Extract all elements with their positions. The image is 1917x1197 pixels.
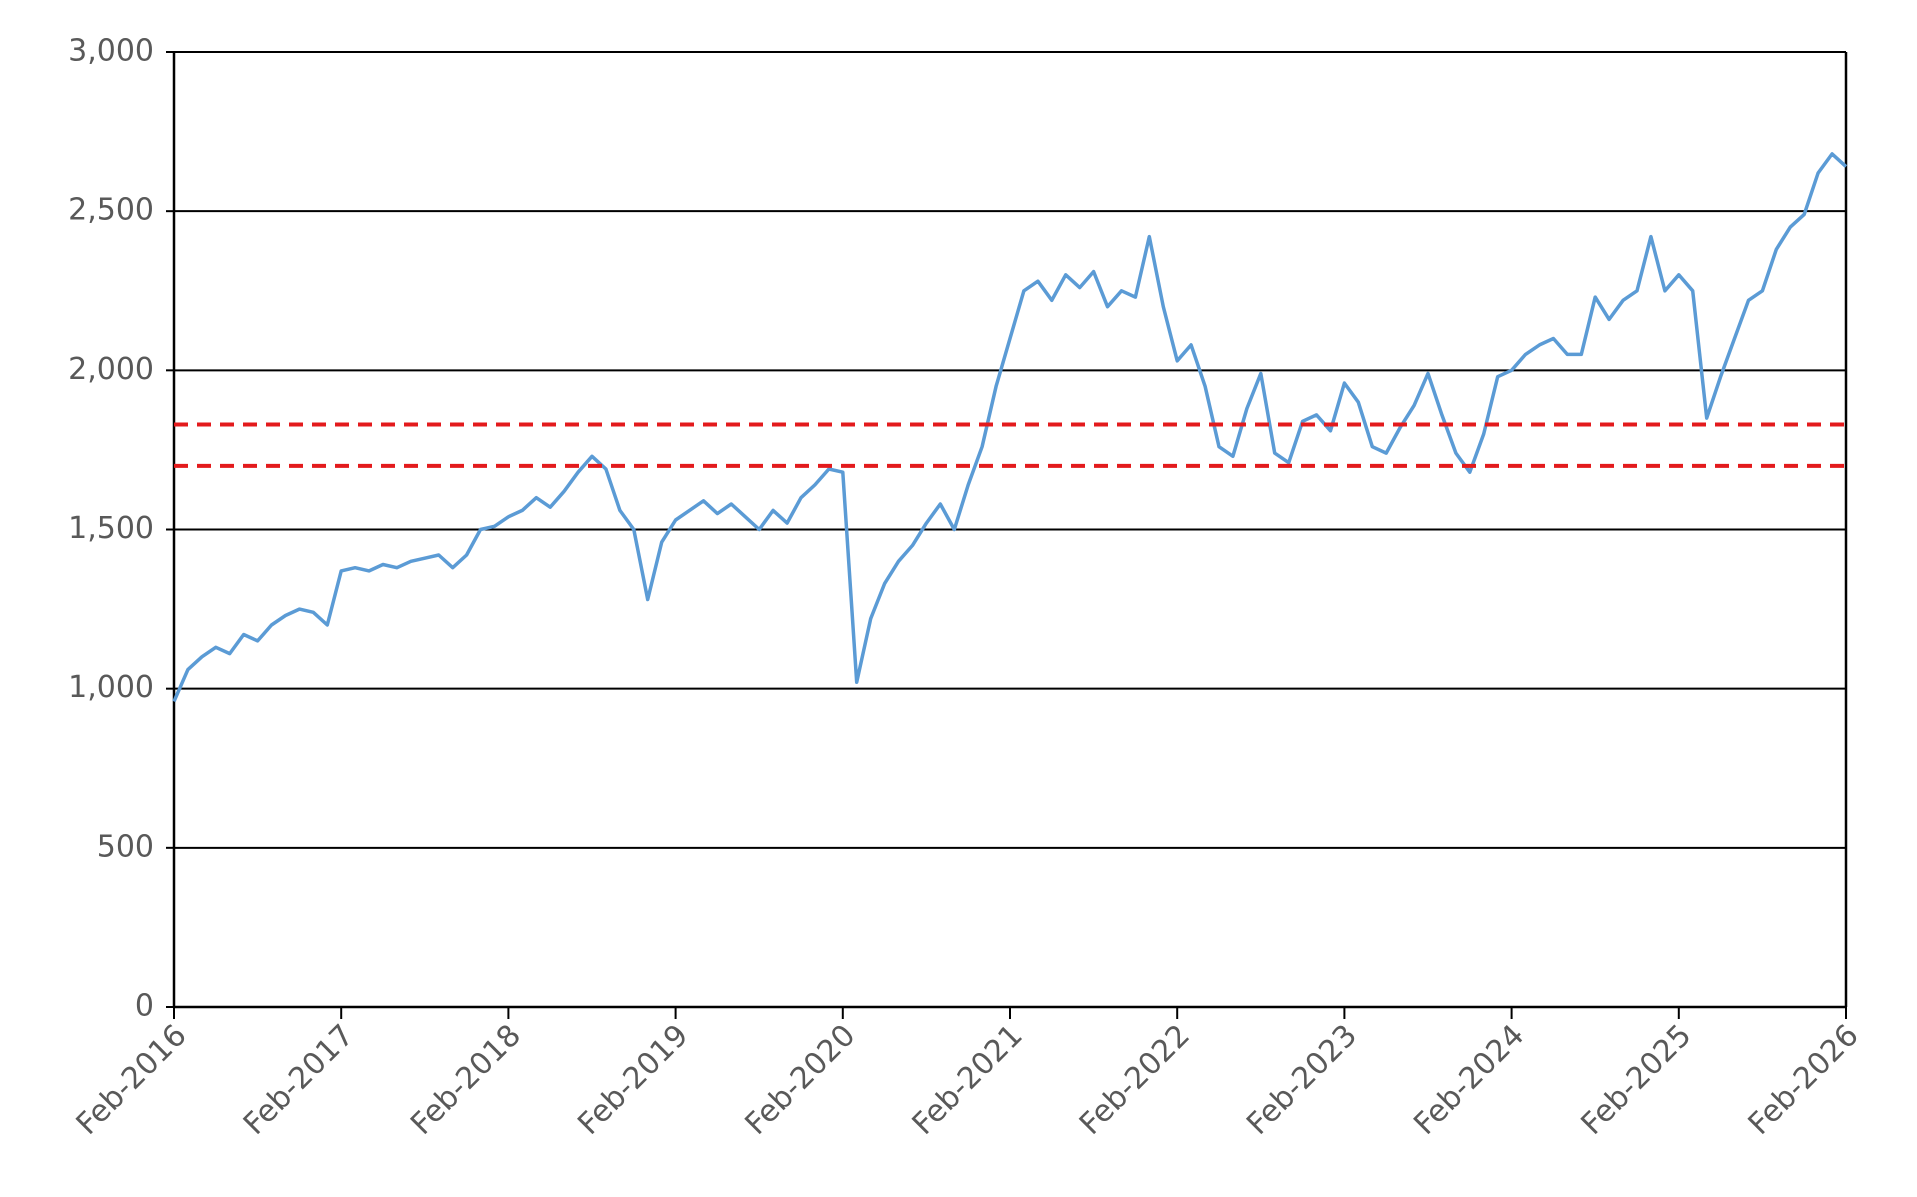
y-tick-label: 1,500 — [68, 511, 154, 546]
x-tick-label: Feb-2026 — [1742, 1018, 1866, 1142]
x-tick-label: Feb-2025 — [1575, 1018, 1699, 1142]
y-tick-label: 2,500 — [68, 193, 154, 228]
x-tick-label: Feb-2018 — [404, 1018, 528, 1142]
y-tick-label: 1,000 — [68, 670, 154, 705]
x-tick-label: Feb-2022 — [1073, 1018, 1197, 1142]
x-tick-label: Feb-2024 — [1407, 1018, 1531, 1142]
x-tick-label: Feb-2020 — [739, 1018, 863, 1142]
x-tick-label: Feb-2023 — [1240, 1018, 1364, 1142]
y-tick-label: 0 — [135, 989, 154, 1024]
x-tick-label: Feb-2021 — [906, 1018, 1030, 1142]
y-tick-label: 500 — [97, 829, 154, 864]
x-tick-label: Feb-2019 — [571, 1018, 695, 1142]
y-tick-label: 2,000 — [68, 352, 154, 387]
y-tick-label: 3,000 — [68, 34, 154, 69]
line-series — [172, 152, 1848, 703]
x-tick-label: Feb-2016 — [70, 1018, 194, 1142]
x-tick-label: Feb-2017 — [237, 1018, 361, 1142]
